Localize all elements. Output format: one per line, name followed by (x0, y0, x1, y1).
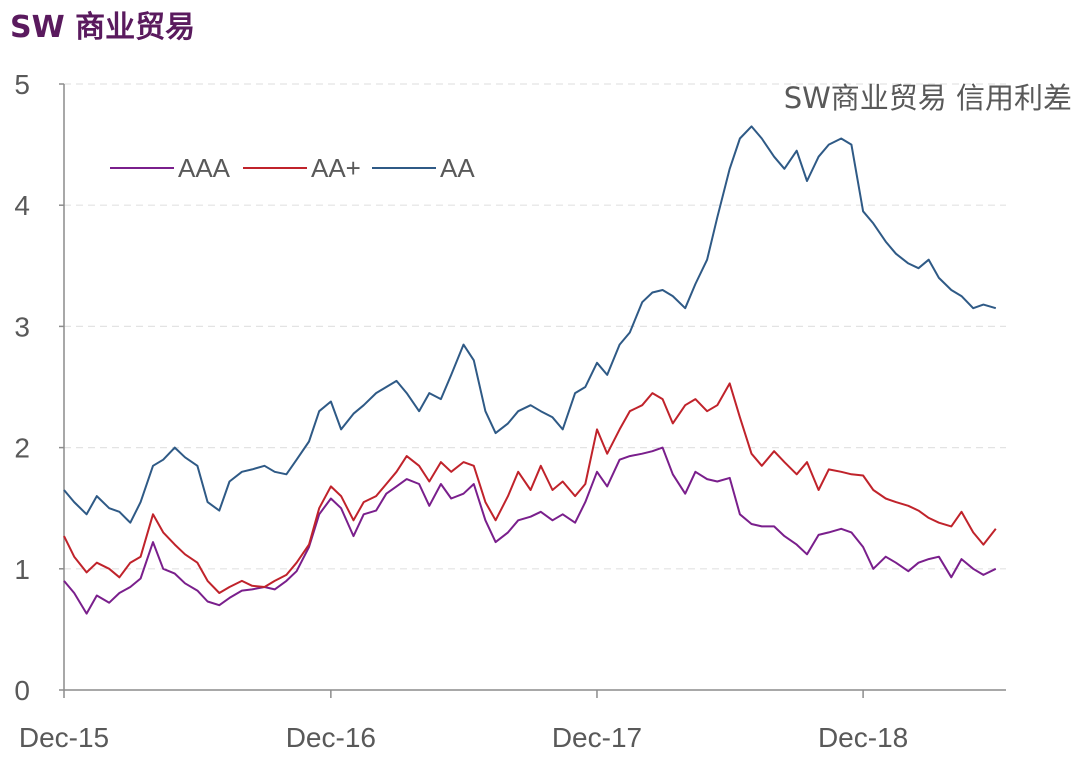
x-tick-label: Dec-16 (286, 722, 376, 753)
legend-label: AAA (178, 153, 231, 183)
legend: AAA AA+ AA (110, 153, 475, 183)
gridlines (64, 83, 1006, 570)
chart-title: SW商业贸易 信用利差 (784, 81, 1072, 115)
axes: 0 1 2 3 4 5 Dec-15 Dec-16 Dec-17 Dec-18 (14, 69, 1006, 753)
y-tick-label: 2 (14, 433, 30, 464)
y-tick-label: 4 (14, 190, 30, 221)
y-tick-label: 5 (14, 69, 30, 100)
series-line-aaa (63, 446, 997, 615)
legend-label: AA+ (311, 153, 361, 183)
series-line-aa (63, 125, 997, 524)
page-title: SW 商业贸易 (10, 10, 196, 45)
legend-label: AA (440, 153, 475, 183)
x-tick-label: Dec-15 (19, 722, 109, 753)
y-tick-label: 3 (14, 311, 30, 342)
series-lines (63, 125, 997, 615)
y-tick-label: 1 (14, 554, 30, 585)
x-tick-label: Dec-18 (818, 722, 908, 753)
x-tick-label: Dec-17 (552, 722, 642, 753)
y-tick-label: 0 (14, 675, 30, 706)
series-line-aa-plus (63, 382, 997, 594)
